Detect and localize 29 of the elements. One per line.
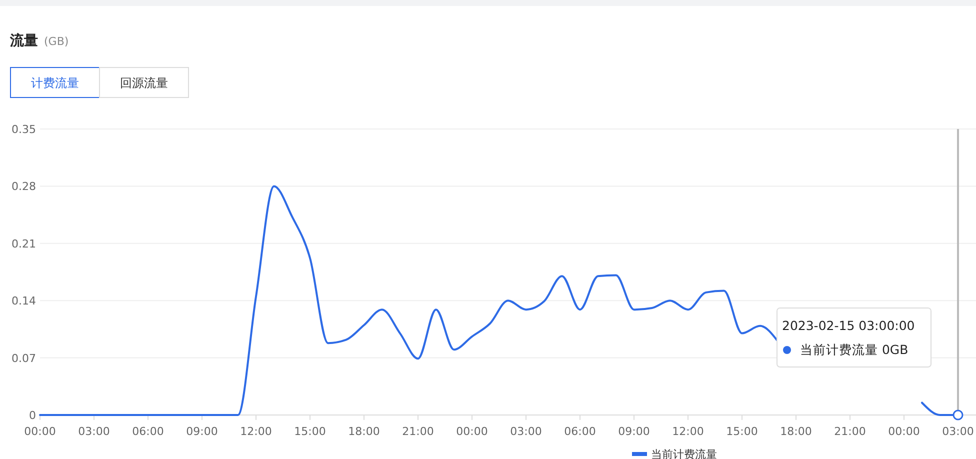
x-tick-label: 09:00 <box>618 425 650 438</box>
x-tick-label: 15:00 <box>294 425 326 438</box>
x-tick-label: 03:00 <box>78 425 110 438</box>
x-tick-label: 21:00 <box>834 425 866 438</box>
text: 回源流量 <box>120 76 168 90</box>
x-tick-label: 06:00 <box>564 425 596 438</box>
x-tick-label: 06:00 <box>132 425 164 438</box>
x-tick-label: 21:00 <box>402 425 434 438</box>
x-tick-label: 12:00 <box>672 425 704 438</box>
y-tick-label: 0.14 <box>12 294 36 308</box>
y-tick-label: 0.35 <box>12 123 36 136</box>
y-tick-label: 0.28 <box>12 180 36 194</box>
y-tick-label: 0.21 <box>12 237 36 250</box>
x-tick-label: 00:00 <box>24 425 56 438</box>
x-tick-label: 00:00 <box>456 425 488 438</box>
chart-subtitle: (GB) <box>44 35 69 48</box>
x-tick-label: 15:00 <box>726 425 758 438</box>
y-tick-label: 0 <box>29 409 36 422</box>
x-tick-label: 03:00 <box>942 425 974 438</box>
chart-title: 流量 <box>10 33 38 49</box>
annotation: 2023-02-15 03:00:00 当前计费流量 0GB <box>782 318 915 357</box>
x-tick-label: 03:00 <box>510 425 542 438</box>
text: 计费流量 <box>31 76 79 90</box>
x-tick-label: 18:00 <box>348 425 380 438</box>
y-tick-label: 0.07 <box>12 352 36 365</box>
x-tick-label: 18:00 <box>780 425 812 438</box>
x-tick-label: 09:00 <box>186 425 218 438</box>
x-tick-label: 12:00 <box>240 425 272 438</box>
x-tick-label: 00:00 <box>888 425 920 438</box>
